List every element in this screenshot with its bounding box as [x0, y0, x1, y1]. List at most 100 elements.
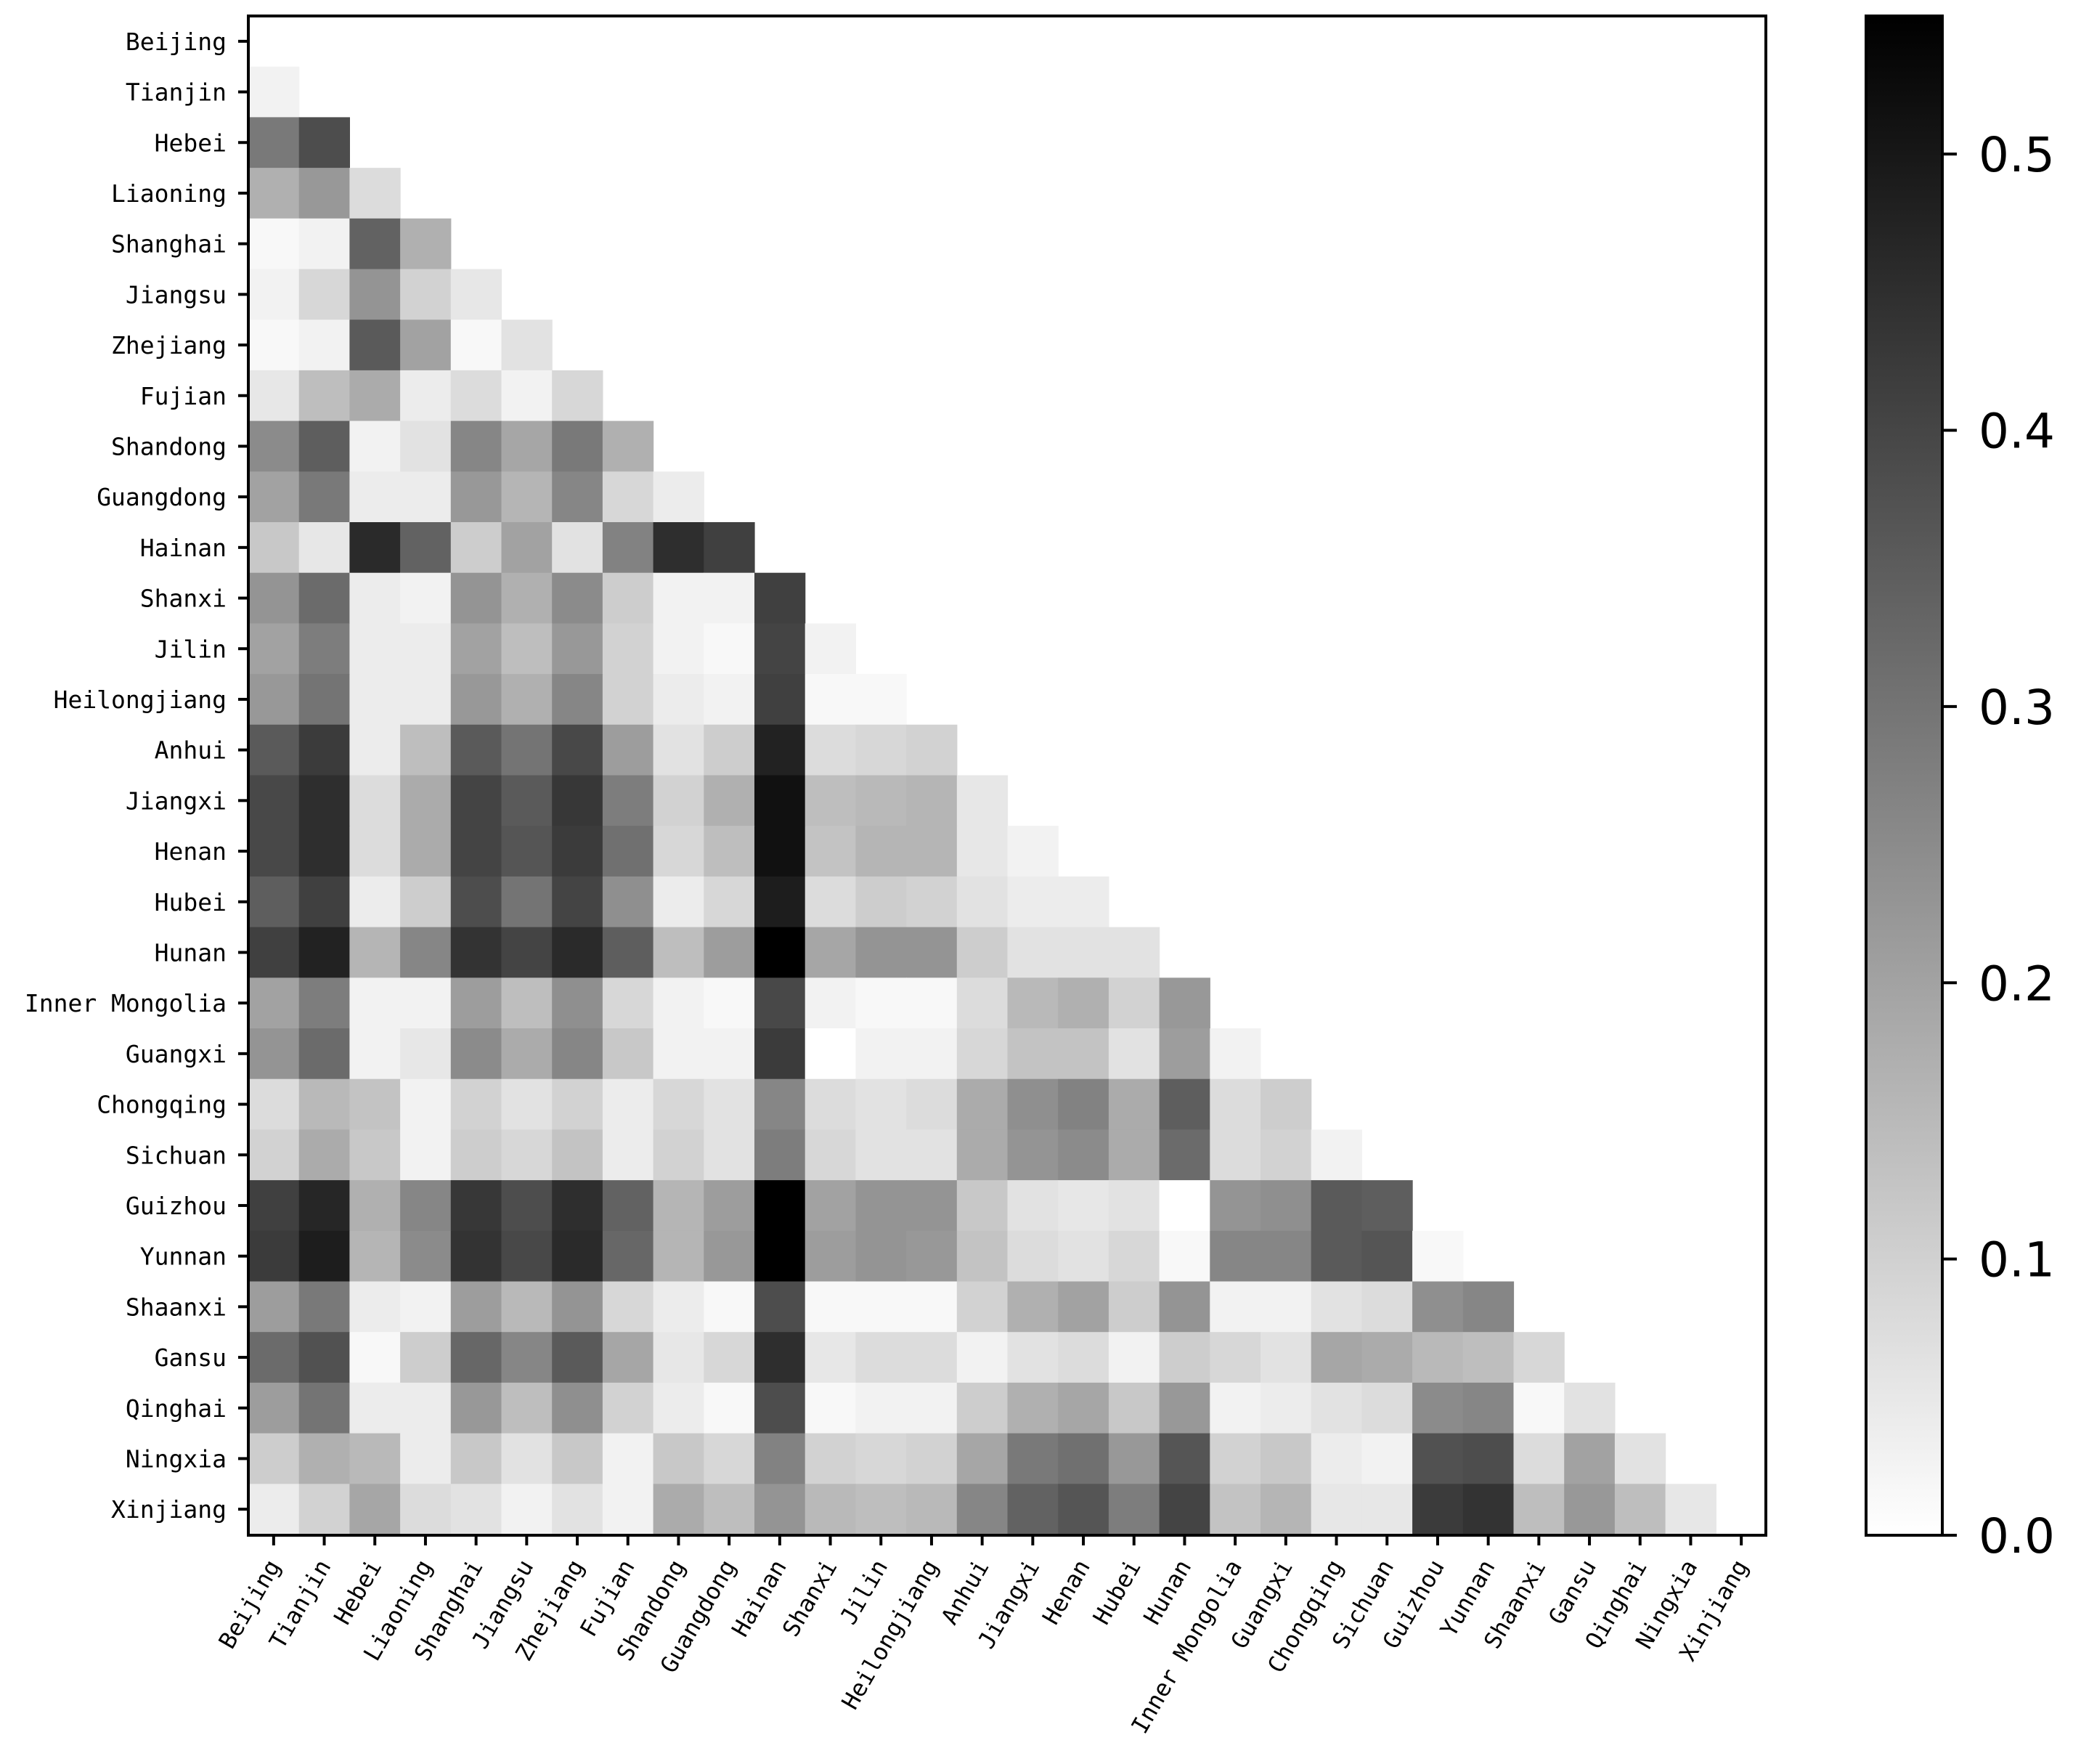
heatmap-cell-10-4	[450, 522, 502, 574]
heatmap-cell-18-11	[805, 927, 856, 978]
heatmap-cell-13-2	[349, 674, 401, 725]
heatmap-cell-25-5	[501, 1281, 553, 1333]
heatmap-cell-25-13	[906, 1281, 958, 1333]
y-tick-label: Gansu	[155, 1344, 227, 1372]
heatmap-cell-9-5	[501, 471, 553, 523]
heatmap-cell-20-0	[248, 1028, 300, 1080]
heatmap-cell-4-1	[298, 218, 350, 270]
heatmap-cell-28-26	[1564, 1433, 1616, 1484]
y-tick-label: Beijing	[126, 28, 227, 56]
heatmap-cell-24-19	[1210, 1230, 1261, 1283]
heatmap-cell-23-4	[450, 1180, 502, 1232]
heatmap-cell-19-10	[754, 977, 806, 1029]
heatmap-cell-27-18	[1159, 1382, 1210, 1434]
heatmap-cell-10-2	[349, 522, 401, 574]
heatmap-cell-19-6	[552, 977, 603, 1029]
heatmap-cell-22-6	[552, 1129, 603, 1181]
heatmap-cell-14-8	[653, 724, 704, 776]
heatmap-cell-16-11	[805, 826, 856, 877]
heatmap-cell-20-16	[1058, 1028, 1109, 1080]
heatmap-cell-29-27	[1614, 1484, 1666, 1535]
heatmap-cell-17-1	[298, 876, 350, 928]
heatmap-cell-23-15	[1007, 1180, 1059, 1232]
y-tick-label: Sichuan	[126, 1141, 227, 1169]
heatmap-cell-23-20	[1261, 1180, 1312, 1232]
heatmap-cell-13-6	[552, 674, 603, 725]
heatmap-cell-26-24	[1462, 1332, 1515, 1383]
colorbar-gradient	[1865, 15, 1944, 1537]
heatmap-cell-6-4	[450, 320, 502, 371]
heatmap-cell-27-25	[1513, 1382, 1565, 1434]
heatmap-cell-17-16	[1058, 876, 1109, 928]
heatmap-cell-24-13	[906, 1230, 958, 1283]
heatmap-cell-13-7	[602, 674, 654, 725]
heatmap-cell-25-20	[1261, 1281, 1312, 1333]
y-tick-label: Qinghai	[126, 1394, 227, 1423]
heatmap-cell-20-8	[653, 1028, 704, 1080]
heatmap-cell-21-14	[956, 1078, 1009, 1130]
heatmap-cell-3-2	[349, 168, 401, 219]
heatmap-cell-24-5	[501, 1230, 553, 1283]
heatmap-cell-16-4	[450, 826, 502, 877]
heatmap-cell-20-10	[754, 1028, 806, 1080]
heatmap-cell-28-25	[1513, 1433, 1565, 1484]
heatmap-cell-8-1	[298, 420, 350, 472]
heatmap-cell-22-1	[298, 1129, 350, 1181]
x-axis: BeijingTianjinHebeiLiaoningShanghaiJiang…	[213, 1535, 1754, 1739]
heatmap-cell-29-24	[1462, 1484, 1515, 1535]
heatmap-cell-28-24	[1462, 1433, 1515, 1484]
heatmap-cell-16-14	[956, 826, 1009, 877]
heatmap-cell-29-25	[1513, 1484, 1565, 1535]
heatmap-cell-21-20	[1261, 1078, 1312, 1130]
heatmap-cell-25-24	[1462, 1281, 1515, 1333]
heatmap-cell-23-3	[400, 1180, 452, 1232]
heatmap-cell-28-2	[349, 1433, 401, 1484]
heatmap-cell-19-5	[501, 977, 553, 1029]
heatmap-cell-11-8	[653, 572, 704, 624]
heatmap-cell-29-1	[298, 1484, 350, 1535]
heatmap-cell-12-3	[400, 623, 452, 675]
heatmap-cell-25-19	[1210, 1281, 1261, 1333]
heatmap-cell-22-13	[906, 1129, 958, 1181]
heatmap-cell-21-16	[1058, 1078, 1109, 1130]
heatmap-cell-14-6	[552, 724, 603, 776]
heatmap-cell-17-12	[855, 876, 907, 928]
heatmap-cell-13-11	[805, 674, 856, 725]
heatmap-cell-28-19	[1210, 1433, 1261, 1484]
heatmap-cell-27-12	[855, 1382, 907, 1434]
heatmap-cell-18-9	[704, 927, 755, 978]
heatmap-cell-29-3	[400, 1484, 452, 1535]
heatmap-cell-13-0	[248, 674, 300, 725]
heatmap-cell-14-4	[450, 724, 502, 776]
heatmap-cell-7-5	[501, 370, 553, 422]
heatmap-cell-29-22	[1361, 1484, 1413, 1535]
heatmap-cell-21-2	[349, 1078, 401, 1130]
heatmap-cell-29-2	[349, 1484, 401, 1535]
heatmap-cell-26-5	[501, 1332, 553, 1383]
y-tick-label: Yunnan	[140, 1243, 227, 1271]
heatmap-cell-24-6	[552, 1230, 603, 1283]
heatmap-cell-22-17	[1108, 1129, 1160, 1181]
heatmap-cell-21-13	[906, 1078, 958, 1130]
heatmap-cell-19-14	[956, 977, 1009, 1029]
heatmap-cell-21-18	[1159, 1078, 1210, 1130]
heatmap-cell-10-3	[400, 522, 452, 574]
heatmap-cell-23-13	[906, 1180, 958, 1232]
heatmap-cell-27-13	[906, 1382, 958, 1434]
heatmap-cell-24-23	[1412, 1230, 1464, 1283]
heatmap-cell-9-1	[298, 471, 350, 523]
heatmap-cell-18-4	[450, 927, 502, 978]
heatmap-cell-15-13	[906, 775, 958, 826]
y-tick-label: Guizhou	[126, 1192, 227, 1220]
colorbar-tick-label: 0.4	[1979, 404, 2055, 460]
heatmap-cell-21-10	[754, 1078, 806, 1130]
heatmap-cell-22-9	[704, 1129, 755, 1181]
y-tick-label: Hubei	[155, 888, 227, 916]
heatmap-cell-21-15	[1007, 1078, 1059, 1130]
y-tick-label: Anhui	[155, 736, 227, 765]
heatmap-cell-12-2	[349, 623, 401, 675]
heatmap-cell-27-4	[450, 1382, 502, 1434]
heatmap-cell-17-8	[653, 876, 704, 928]
y-tick-label: Xinjiang	[111, 1495, 227, 1524]
heatmap-cell-11-1	[298, 572, 350, 624]
